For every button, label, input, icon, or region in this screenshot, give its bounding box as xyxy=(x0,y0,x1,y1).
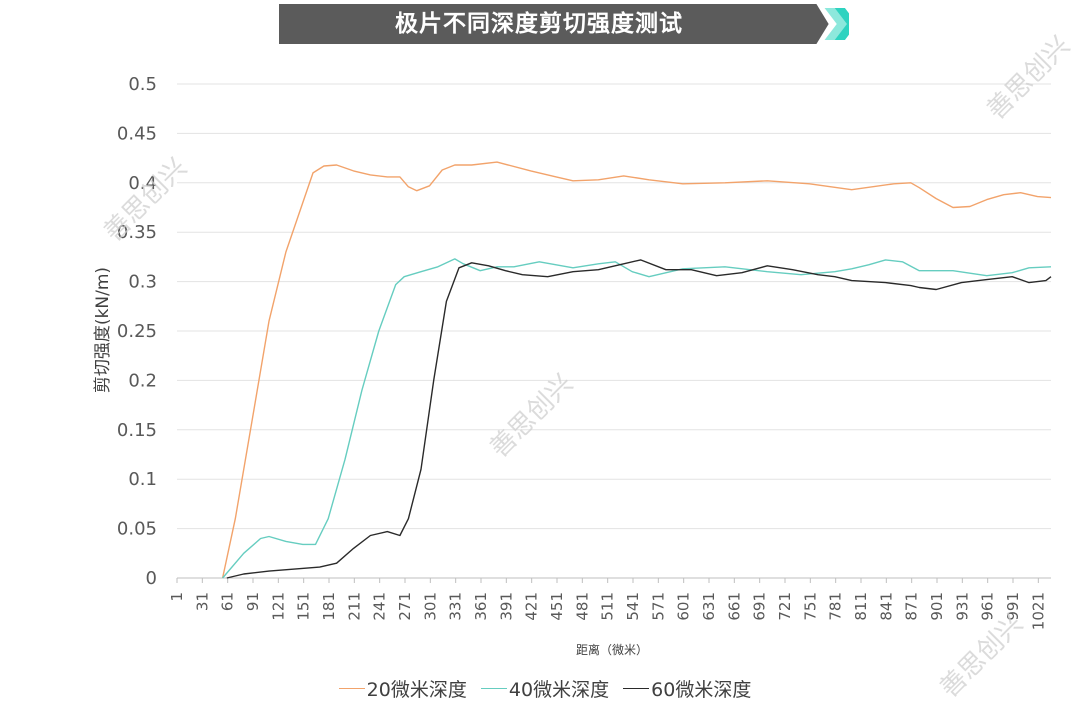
y-tick-label: 0.15 xyxy=(117,420,157,441)
x-tick-label: 871 xyxy=(903,592,921,621)
y-tick-label: 0.1 xyxy=(128,469,157,490)
x-tick-label: 751 xyxy=(801,592,819,621)
title-banner xyxy=(279,4,849,44)
x-tick-label: 301 xyxy=(421,592,439,621)
x-tick-label: 241 xyxy=(371,592,389,621)
x-tick-label: 481 xyxy=(573,592,591,621)
y-tick-label: 0.3 xyxy=(128,272,157,293)
x-tick-label: 961 xyxy=(979,592,997,621)
x-tick-label: 271 xyxy=(396,592,414,621)
legend-item-20um: 20微米深度 xyxy=(338,675,467,702)
x-tick-label: 151 xyxy=(295,592,313,621)
y-tick-label: 0.45 xyxy=(117,123,157,144)
series-line-60um xyxy=(226,259,1052,579)
x-tick-label: 121 xyxy=(269,592,287,621)
y-tick-label: 0.35 xyxy=(117,222,157,243)
x-tick-label: 361 xyxy=(472,592,490,621)
x-tick-label: 91 xyxy=(244,592,262,611)
x-tick-label: 1021 xyxy=(1029,592,1047,630)
y-tick-label: 0.4 xyxy=(128,173,157,194)
y-tick-label: 0 xyxy=(146,568,157,589)
title-banner-arrow-2 xyxy=(834,8,849,40)
x-tick-label: 391 xyxy=(497,592,515,621)
x-tick-label: 781 xyxy=(827,592,845,621)
legend-item-60um: 60微米深度 xyxy=(623,675,751,702)
x-tick-label: 841 xyxy=(877,592,895,621)
chart-title: 极片不同深度剪切强度测试 xyxy=(395,11,683,37)
x-tick-label: 61 xyxy=(219,592,237,611)
y-axis-label: 剪切强度(kN/m) xyxy=(93,267,113,393)
x-tick-label: 721 xyxy=(776,592,794,621)
legend-item-40um: 40微米深度 xyxy=(480,675,610,702)
y-tick-label: 0.5 xyxy=(128,74,157,95)
legend-label-40um: 40微米深度 xyxy=(508,679,610,701)
x-tick-label: 1 xyxy=(168,592,186,602)
grid xyxy=(177,83,1051,579)
legend: 20微米深度 40微米深度 60微米深度 xyxy=(0,675,1090,702)
x-axis-ticks: 1 31 61 91 121 151 181 211 241 271 301 331 361 391 421… xyxy=(168,578,1047,630)
x-tick-label: 811 xyxy=(852,592,870,621)
legend-swatch-60um xyxy=(623,688,650,689)
x-tick-label: 571 xyxy=(649,592,667,621)
x-tick-label: 451 xyxy=(548,592,566,621)
x-tick-label: 421 xyxy=(523,592,541,621)
x-tick-label: 31 xyxy=(193,592,211,611)
x-tick-label: 211 xyxy=(345,592,363,621)
legend-swatch-40um xyxy=(480,688,507,689)
y-tick-label: 0.2 xyxy=(128,370,157,391)
x-tick-label: 661 xyxy=(725,592,743,621)
x-tick-label: 331 xyxy=(447,592,465,621)
y-axis-ticks: 0 0.05 0.1 0.15 0.2 0.25 0.3 0.35 0.4 0.45 0.5 xyxy=(117,74,157,589)
legend-label-60um: 60微米深度 xyxy=(651,679,752,701)
y-tick-label: 0.25 xyxy=(117,321,157,342)
x-tick-label: 631 xyxy=(700,592,718,621)
x-tick-label: 181 xyxy=(320,592,338,621)
x-axis-label: 距离（微米） xyxy=(576,642,648,657)
x-tick-label: 931 xyxy=(953,592,971,621)
series-line-40um xyxy=(222,258,1052,579)
legend-swatch-20um xyxy=(338,688,365,689)
y-tick-label: 0.05 xyxy=(117,519,157,540)
x-tick-label: 901 xyxy=(928,592,946,621)
x-tick-label: 691 xyxy=(751,592,769,621)
legend-label-20um: 20微米深度 xyxy=(366,679,467,701)
title-banner-bar xyxy=(279,4,829,44)
x-tick-label: 511 xyxy=(599,592,617,621)
x-tick-label: 541 xyxy=(624,592,642,621)
x-tick-label: 991 xyxy=(1004,592,1022,621)
series-line-20um xyxy=(221,161,1052,579)
series-lines xyxy=(221,161,1052,579)
x-tick-label: 601 xyxy=(675,592,693,621)
